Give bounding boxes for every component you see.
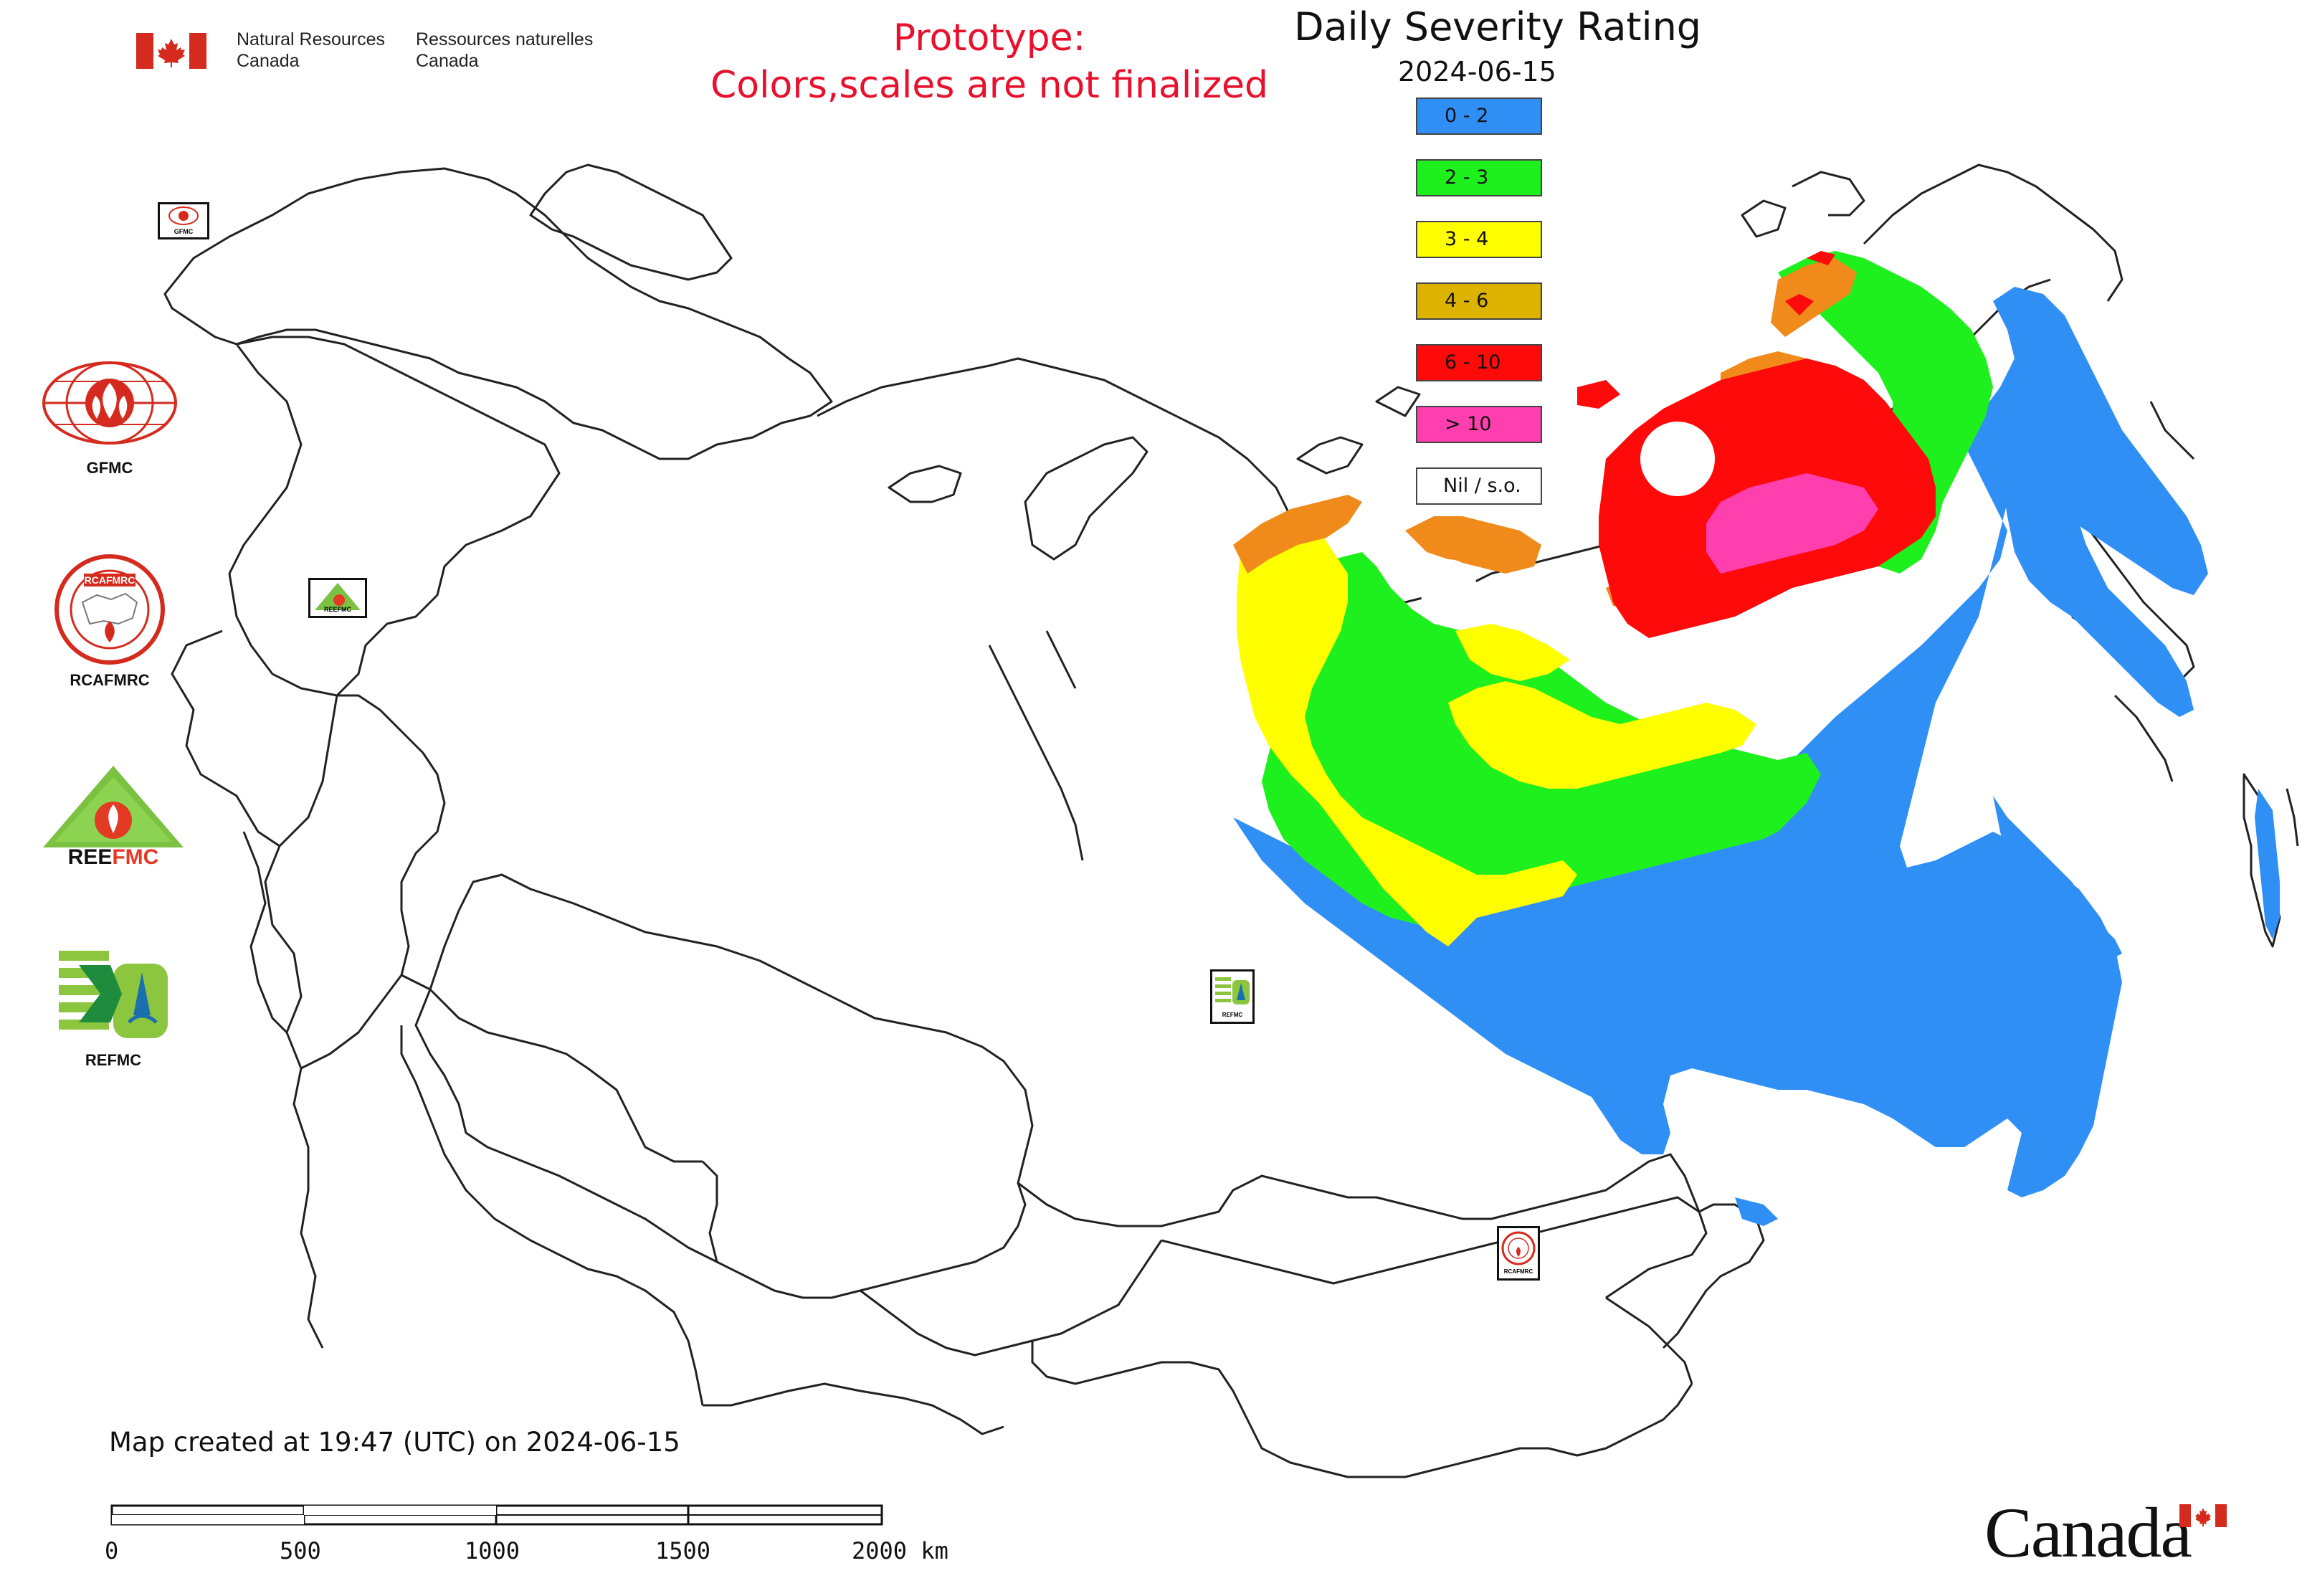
canada-wordmark: Canada xyxy=(1984,1491,2228,1577)
dsr-zone-0-2 xyxy=(1233,287,2208,1197)
legend-swatch-4-6: 4 - 6 xyxy=(1416,282,1542,320)
notice-line2: Colors,scales are not finalized xyxy=(710,64,1269,107)
legend-swatch-0-2: 0 - 2 xyxy=(1416,98,1542,135)
refmc-badge-label: REFMC xyxy=(1222,1012,1243,1018)
wordmark-flag-icon xyxy=(2179,1504,2227,1527)
reefmc-map-badge: REEFMC xyxy=(308,578,367,618)
severity-raster xyxy=(1233,251,2280,1226)
scale-tick-2000: 2000 km xyxy=(852,1537,948,1564)
refmc-logo-icon xyxy=(59,948,168,1040)
goc-signature: Natural Resources Canada Ressources natu… xyxy=(136,29,595,79)
gfmc-label: GFMC xyxy=(86,459,133,477)
org-fr-line1: Ressources naturelles xyxy=(416,29,594,49)
rcafmrc-map-badge: RCAFMRC xyxy=(1497,1226,1540,1281)
scale-bar: 0 500 1000 1500 2000 km xyxy=(105,1504,971,1576)
rcafmrc-block: RCAFMRC RCAFMRC xyxy=(39,552,183,690)
legend-label: Nil / s.o. xyxy=(1443,475,1521,497)
refmc-map-badge: REFMC xyxy=(1210,969,1255,1024)
legend-label: 4 - 6 xyxy=(1445,290,1489,312)
dsr-zone-gt-10 xyxy=(1706,473,1878,574)
legend-label: 3 - 4 xyxy=(1445,228,1489,250)
refmc-badge-icon xyxy=(1215,977,1250,1004)
dsr-zone-4-6 xyxy=(1233,495,1362,574)
canada-wordmark-text: Canada xyxy=(1984,1493,2192,1572)
legend-label: 0 - 2 xyxy=(1445,105,1489,127)
gfmc-badge-label: GFMC xyxy=(173,228,194,235)
refmc-block: REFMC xyxy=(50,944,186,1070)
scale-tick-1000: 1000 xyxy=(465,1537,520,1564)
legend-label: 6 - 10 xyxy=(1445,351,1501,374)
reefmc-badge-icon xyxy=(315,583,361,610)
legend-swatch-2-3: 2 - 3 xyxy=(1416,159,1542,196)
scale-tick-0: 0 xyxy=(105,1537,119,1564)
org-fr-line2: Canada xyxy=(416,51,479,71)
canada-flag-icon xyxy=(136,33,206,69)
legend-swatch-gt-10: > 10 xyxy=(1416,406,1542,443)
scale-tick-500: 500 xyxy=(280,1537,321,1564)
prototype-notice: Prototype: Colors,scales are not finaliz… xyxy=(667,14,1312,109)
scale-tick-1500: 1500 xyxy=(655,1537,711,1564)
gfmc-block: GFMC xyxy=(39,358,183,478)
legend-label: > 10 xyxy=(1445,413,1492,435)
rcafmrc-badge-icon xyxy=(1501,1231,1536,1265)
notice-line1: Prototype: xyxy=(893,16,1086,60)
map-created-note: Map created at 19:47 (UTC) on 2024-06-15 xyxy=(109,1427,680,1458)
svg-text:RCAFMRC: RCAFMRC xyxy=(85,574,135,586)
svg-text:REEFMC: REEFMC xyxy=(68,845,159,869)
reefmc-block: REEFMC xyxy=(36,761,194,872)
org-en-line1: Natural Resources xyxy=(237,29,386,49)
org-en-line2: Canada xyxy=(237,51,300,71)
legend-swatch-3-4: 3 - 4 xyxy=(1416,221,1542,258)
gfmc-logo-icon xyxy=(42,361,177,445)
legend-swatch-6-10: 6 - 10 xyxy=(1416,344,1542,381)
legend-swatch-nil: Nil / s.o. xyxy=(1416,467,1542,505)
legend-date: 2024-06-15 xyxy=(1398,56,1556,87)
legend-title: Daily Severity Rating xyxy=(1294,4,1702,49)
rcafmrc-label: RCAFMRC xyxy=(70,671,150,689)
scale-bar-graphic xyxy=(110,1504,883,1526)
reefmc-logo-icon: REEFMC xyxy=(43,766,184,869)
legend-label: 2 - 3 xyxy=(1445,166,1489,189)
dsr-zone-3-4 xyxy=(1237,523,1577,946)
gfmc-badge-icon xyxy=(168,206,199,225)
rcafmrc-logo-icon: RCAFMRC xyxy=(54,554,165,665)
rcafmrc-badge-label: RCAFMRC xyxy=(1503,1268,1533,1275)
gfmc-map-badge: GFMC xyxy=(158,202,209,239)
reefmc-badge-label: REEFMC xyxy=(324,606,351,613)
refmc-label: REFMC xyxy=(85,1051,142,1069)
